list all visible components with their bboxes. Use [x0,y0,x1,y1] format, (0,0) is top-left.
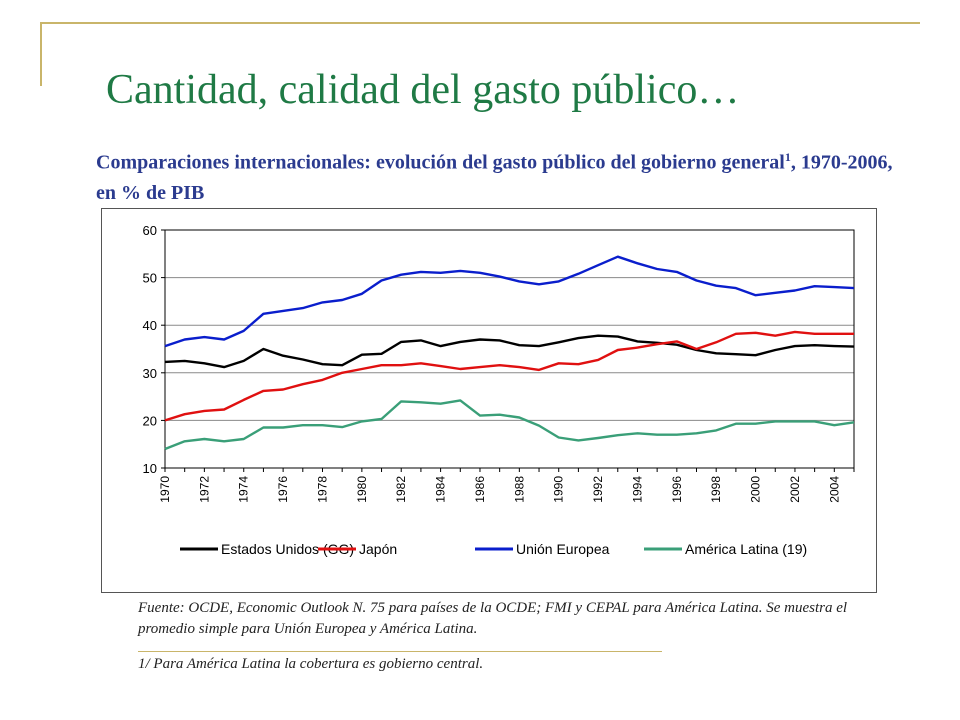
x-tick-label-2002: 2002 [788,476,802,503]
footnote: 1/ Para América Latina la cobertura es g… [138,656,484,672]
y-tick-label-60: 60 [143,223,157,238]
x-tick-label-2000: 2000 [749,476,763,503]
source-note-text: Fuente: OCDE, Economic Outlook N. 75 par… [138,600,848,637]
series-line-0 [164,334,855,369]
legend-label-0: Estados Unidos (GG) [221,541,354,557]
legend-label-2: Unión Europea [516,541,610,557]
y-tick-label-40: 40 [143,318,157,333]
x-tick-label-1970: 1970 [158,476,172,503]
x-tick-label-1996: 1996 [670,476,684,503]
y-tick-label-10: 10 [143,461,157,476]
subtitle-superscript: 1 [784,150,791,164]
x-tick-label-1998: 1998 [709,476,723,503]
y-tick-label-50: 50 [143,271,157,286]
left-decor-line [40,22,42,86]
footnote-divider [138,651,662,652]
chart-frame: 10 20 30 40 50 60 1970 1972 1974 1976 1978 1980 1982… [101,208,877,593]
x-tick-label-1984: 1984 [434,476,448,503]
line-chart: 10 20 30 40 50 60 1970 1972 1974 1976 1978 1980 1982… [143,223,855,557]
x-tick-label-1988: 1988 [512,476,526,503]
source-note: Fuente: OCDE, Economic Outlook N. 75 par… [138,598,858,640]
legend-label-1: Japón [359,541,397,557]
x-tick-label-1978: 1978 [315,476,329,503]
legend-label-3: América Latina (19) [685,541,807,557]
series-line-2 [164,255,855,348]
page-title: Cantidad, calidad del gasto público… [106,67,740,113]
x-tick-label-1982: 1982 [394,476,408,503]
x-tick-label-1972: 1972 [197,476,211,503]
x-tick-label-1986: 1986 [473,476,487,503]
y-tick-label-30: 30 [143,366,157,381]
subtitle-main: Comparaciones internacionales: evolución… [96,151,785,174]
y-tick-label-20: 20 [143,413,157,428]
x-tick-label-1994: 1994 [630,476,644,503]
chart-subtitle: Comparaciones internacionales: evolución… [96,142,896,208]
x-tick-label-2004: 2004 [827,476,841,503]
plot-area [164,229,855,469]
series-line-3 [164,399,855,451]
x-tick-label-1992: 1992 [591,476,605,503]
series-line-1 [164,330,854,422]
top-decor-line [40,22,920,24]
x-tick-label-1980: 1980 [355,476,369,503]
x-tick-label-1976: 1976 [276,476,290,503]
x-tick-label-1990: 1990 [552,476,566,503]
x-tick-label-1974: 1974 [237,476,251,503]
subtitle-rest: , 1970-2006, en % de PIB [96,151,893,204]
